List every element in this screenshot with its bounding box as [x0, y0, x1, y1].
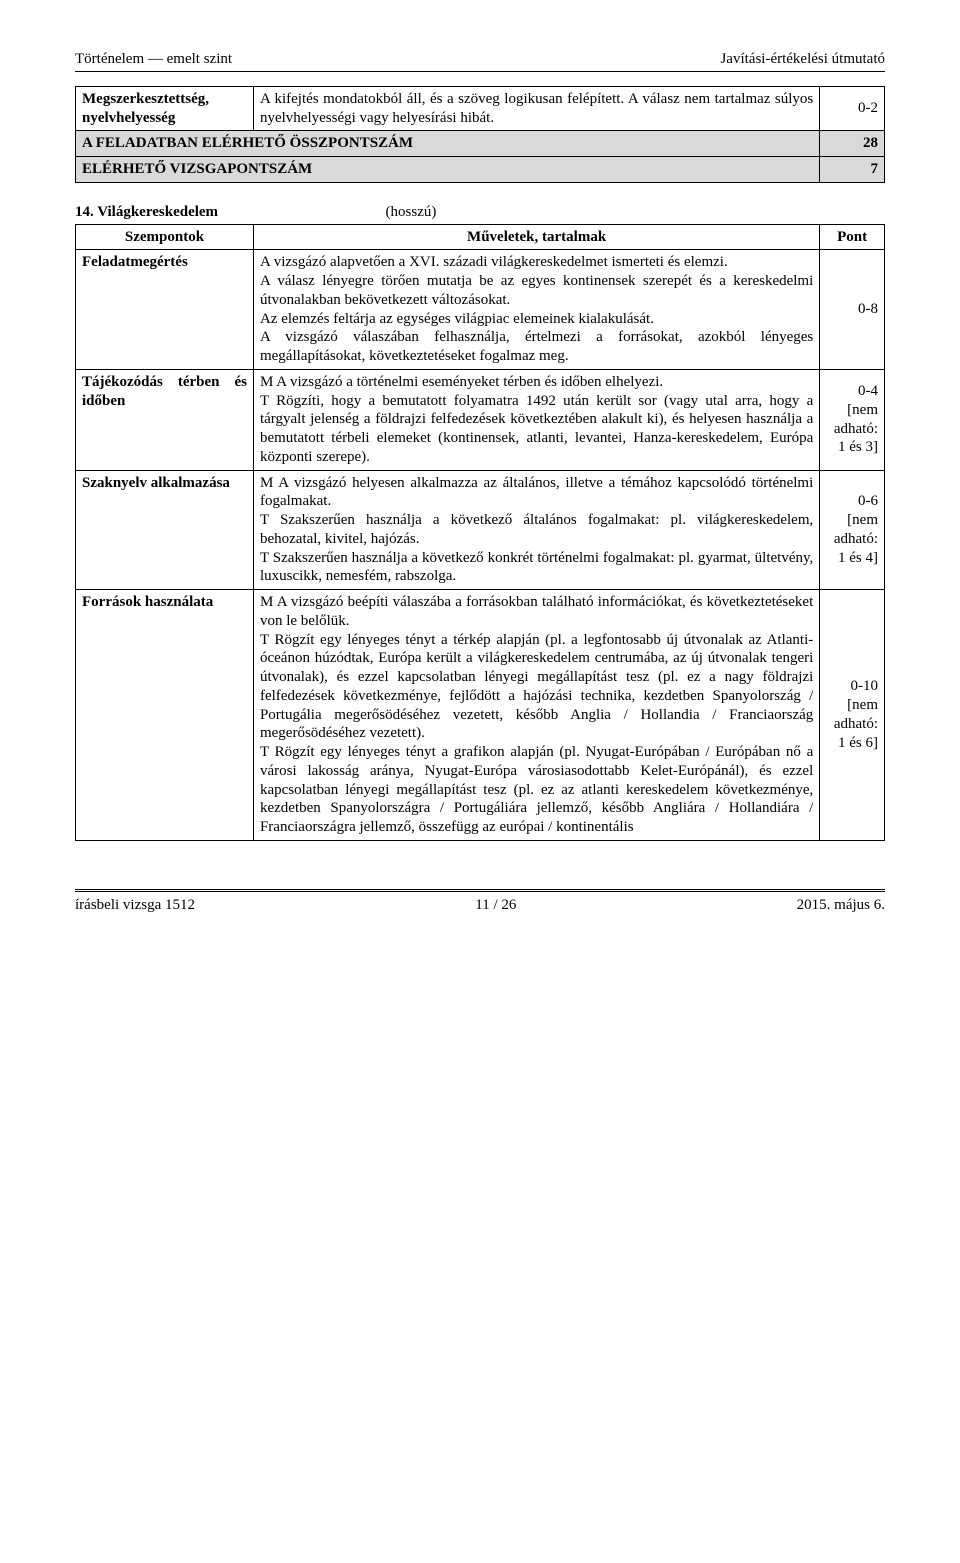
total-label: ELÉRHETŐ VIZSGAPONTSZÁM: [76, 157, 820, 183]
row-points: 0-10[nem adható: 1 és 6]: [820, 590, 885, 841]
row-points: 0-4[nem adható: 1 és 3]: [820, 369, 885, 470]
row-label: Megszerkesztettség, nyelvhelyesség: [76, 86, 254, 131]
row-content: M A vizsgázó helyesen alkalmazza az álta…: [253, 470, 819, 590]
row-label: Források használata: [76, 590, 254, 841]
section-suffix: (hosszú): [386, 204, 437, 220]
footer-center: 11 / 26: [195, 896, 797, 915]
table-row: Megszerkesztettség, nyelvhelyesség A kif…: [76, 86, 885, 131]
table-row: Tájékozódás térben és időben M A vizsgáz…: [76, 369, 885, 470]
header-right: Javítási-értékelési útmutató: [720, 50, 885, 69]
section-heading: 14. Világkereskedelem (hosszú): [75, 203, 885, 222]
table-row: ELÉRHETŐ VIZSGAPONTSZÁM 7: [76, 157, 885, 183]
row-label: Szaknyelv alkalmazása: [76, 470, 254, 590]
row-content: M A vizsgázó a történelmi eseményeket té…: [253, 369, 819, 470]
total-points: 7: [820, 157, 885, 183]
row-content: M A vizsgázó beépíti válaszába a forráso…: [253, 590, 819, 841]
table-row: A FELADATBAN ELÉRHETŐ ÖSSZPONTSZÁM 28: [76, 131, 885, 157]
page-header: Történelem — emelt szint Javítási-értéke…: [75, 50, 885, 72]
header-left: Történelem — emelt szint: [75, 50, 232, 69]
table-row: Feladatmegértés A vizsgázó alapvetően a …: [76, 250, 885, 370]
row-label: Feladatmegértés: [76, 250, 254, 370]
row-label: Tájékozódás térben és időben: [76, 369, 254, 470]
footer-left: írásbeli vizsga 1512: [75, 896, 195, 915]
table-row: Források használata M A vizsgázó beépíti…: [76, 590, 885, 841]
header-cell: Pont: [820, 224, 885, 250]
header-cell: Szempontok: [76, 224, 254, 250]
row-points: 0-2: [820, 86, 885, 131]
table-header-row: Szempontok Műveletek, tartalmak Pont: [76, 224, 885, 250]
section-number: 14. Világkereskedelem: [75, 204, 218, 220]
row-content: A kifejtés mondatokból áll, és a szöveg …: [253, 86, 819, 131]
criteria-table: Szempontok Műveletek, tartalmak Pont Fel…: [75, 224, 885, 841]
table-row: Szaknyelv alkalmazása M A vizsgázó helye…: [76, 470, 885, 590]
row-points: 0-8: [820, 250, 885, 370]
footer-right: 2015. május 6.: [797, 896, 885, 915]
row-content: A vizsgázó alapvetően a XVI. századi vil…: [253, 250, 819, 370]
total-points: 28: [820, 131, 885, 157]
total-label: A FELADATBAN ELÉRHETŐ ÖSSZPONTSZÁM: [76, 131, 820, 157]
header-cell: Műveletek, tartalmak: [253, 224, 819, 250]
page-footer: írásbeli vizsga 1512 11 / 26 2015. május…: [75, 891, 885, 915]
summary-table: Megszerkesztettség, nyelvhelyesség A kif…: [75, 86, 885, 183]
row-points: 0-6[nem adható: 1 és 4]: [820, 470, 885, 590]
